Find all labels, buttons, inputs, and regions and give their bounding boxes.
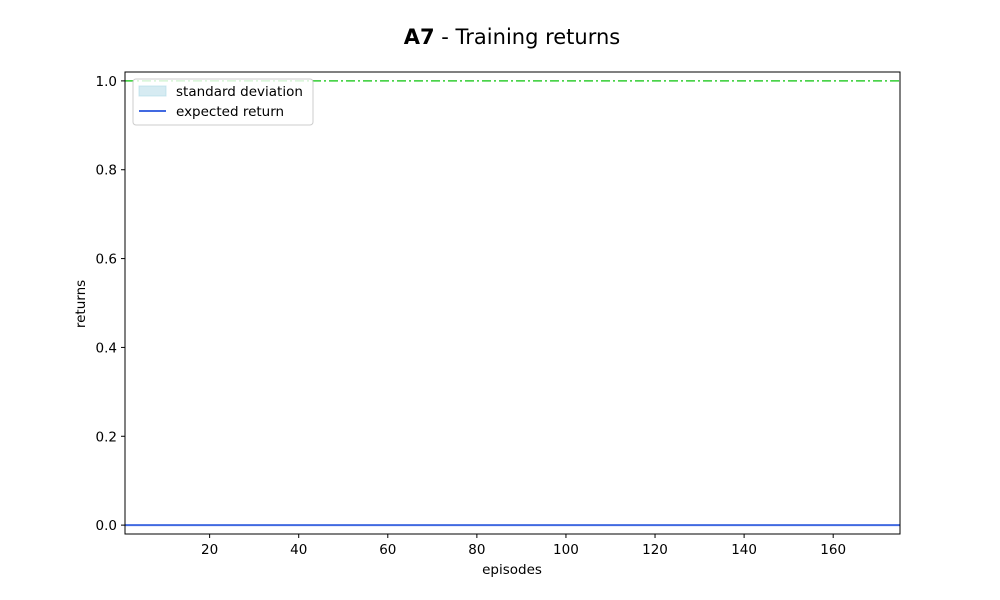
y-tick-label: 0.8 bbox=[96, 163, 117, 179]
x-tick-label: 80 bbox=[468, 542, 485, 558]
plot-frame bbox=[124, 71, 901, 535]
y-axis-label: returns bbox=[73, 280, 89, 328]
x-tick-label: 160 bbox=[820, 542, 846, 558]
x-tick-label: 20 bbox=[201, 542, 218, 558]
plot-area bbox=[125, 80, 900, 527]
plot-inner bbox=[125, 80, 900, 527]
y-tick-label: 0.6 bbox=[96, 252, 117, 268]
x-axis-label: episodes bbox=[482, 562, 542, 578]
x-tick-label: 60 bbox=[379, 542, 396, 558]
legend-label: standard deviation bbox=[176, 84, 303, 100]
chart-title-bold: A7 bbox=[404, 25, 435, 49]
y-tick-label: 0.4 bbox=[96, 340, 117, 356]
x-tick-label: 120 bbox=[642, 542, 668, 558]
x-tick-label: 40 bbox=[290, 542, 307, 558]
axes: 20 40 60 80 100 120 140 160 0.0 0.2 0.4 0.6 0.8 1.0 bbox=[96, 71, 901, 558]
y-tick-label: 1.0 bbox=[96, 74, 117, 90]
legend-label: expected return bbox=[176, 104, 284, 120]
y-tick-label: 0.0 bbox=[96, 518, 117, 534]
y-tick-label: 0.2 bbox=[96, 429, 117, 445]
chart-title-rest: - Training returns bbox=[435, 25, 621, 49]
x-tick-label: 100 bbox=[553, 542, 579, 558]
x-tick-label: 140 bbox=[731, 542, 757, 558]
chart-title: A7 - Training returns bbox=[404, 25, 621, 49]
legend-box bbox=[132, 78, 314, 126]
legend-swatch-standard-deviation bbox=[138, 85, 167, 97]
legend: standard deviation expected return bbox=[132, 78, 314, 126]
